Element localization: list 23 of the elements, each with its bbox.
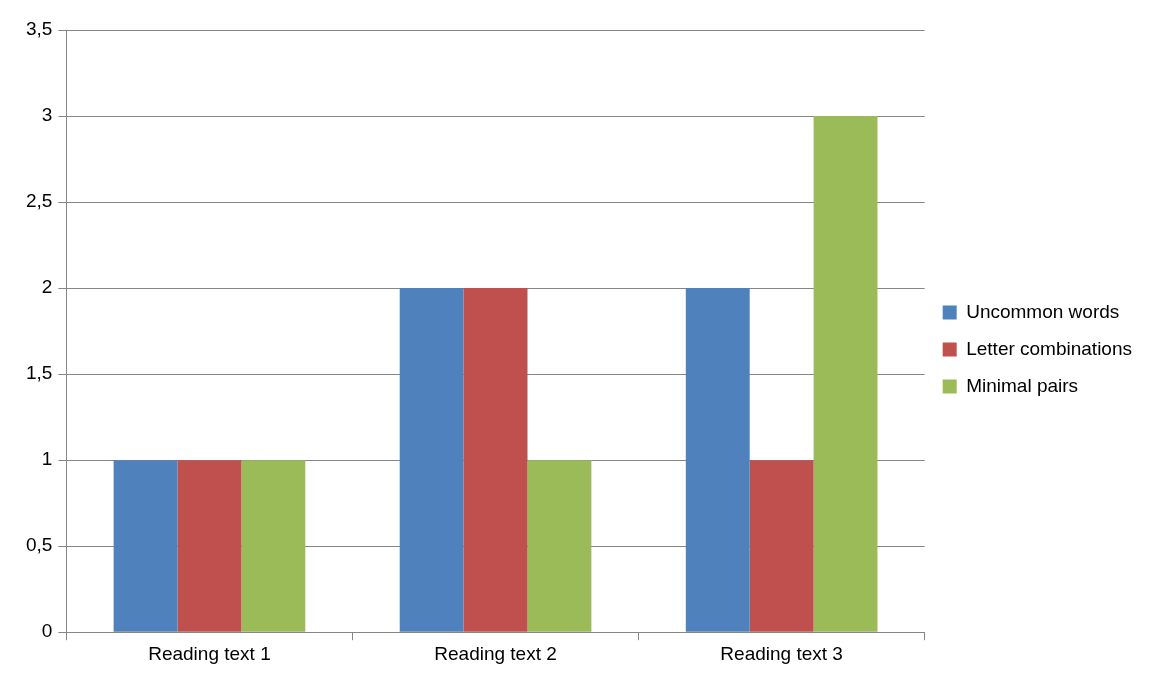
y-tick-label: 0 (41, 620, 53, 642)
x-tick-label: Reading text 3 (720, 642, 843, 664)
y-tick-label: 3 (41, 104, 53, 126)
bar (813, 116, 878, 632)
bar (685, 288, 750, 632)
x-tick-label: Reading text 2 (434, 642, 557, 664)
bar (749, 460, 814, 632)
bar (113, 460, 178, 632)
bar (241, 460, 306, 632)
y-tick-label: 0,5 (25, 534, 53, 556)
y-tick-label: 1,5 (25, 362, 53, 384)
bar (177, 460, 242, 632)
legend-label: Minimal pairs (966, 374, 1079, 396)
bar (399, 288, 464, 632)
y-tick-label: 2,5 (25, 190, 53, 212)
legend-label: Uncommon words (966, 300, 1120, 322)
y-tick-label: 1 (41, 448, 53, 470)
y-tick-label: 2 (41, 276, 53, 298)
legend-label: Letter combinations (966, 337, 1133, 359)
y-tick-label: 3,5 (25, 18, 53, 40)
bar (527, 460, 592, 632)
x-tick-label: Reading text 1 (148, 642, 271, 664)
bar (463, 288, 528, 632)
